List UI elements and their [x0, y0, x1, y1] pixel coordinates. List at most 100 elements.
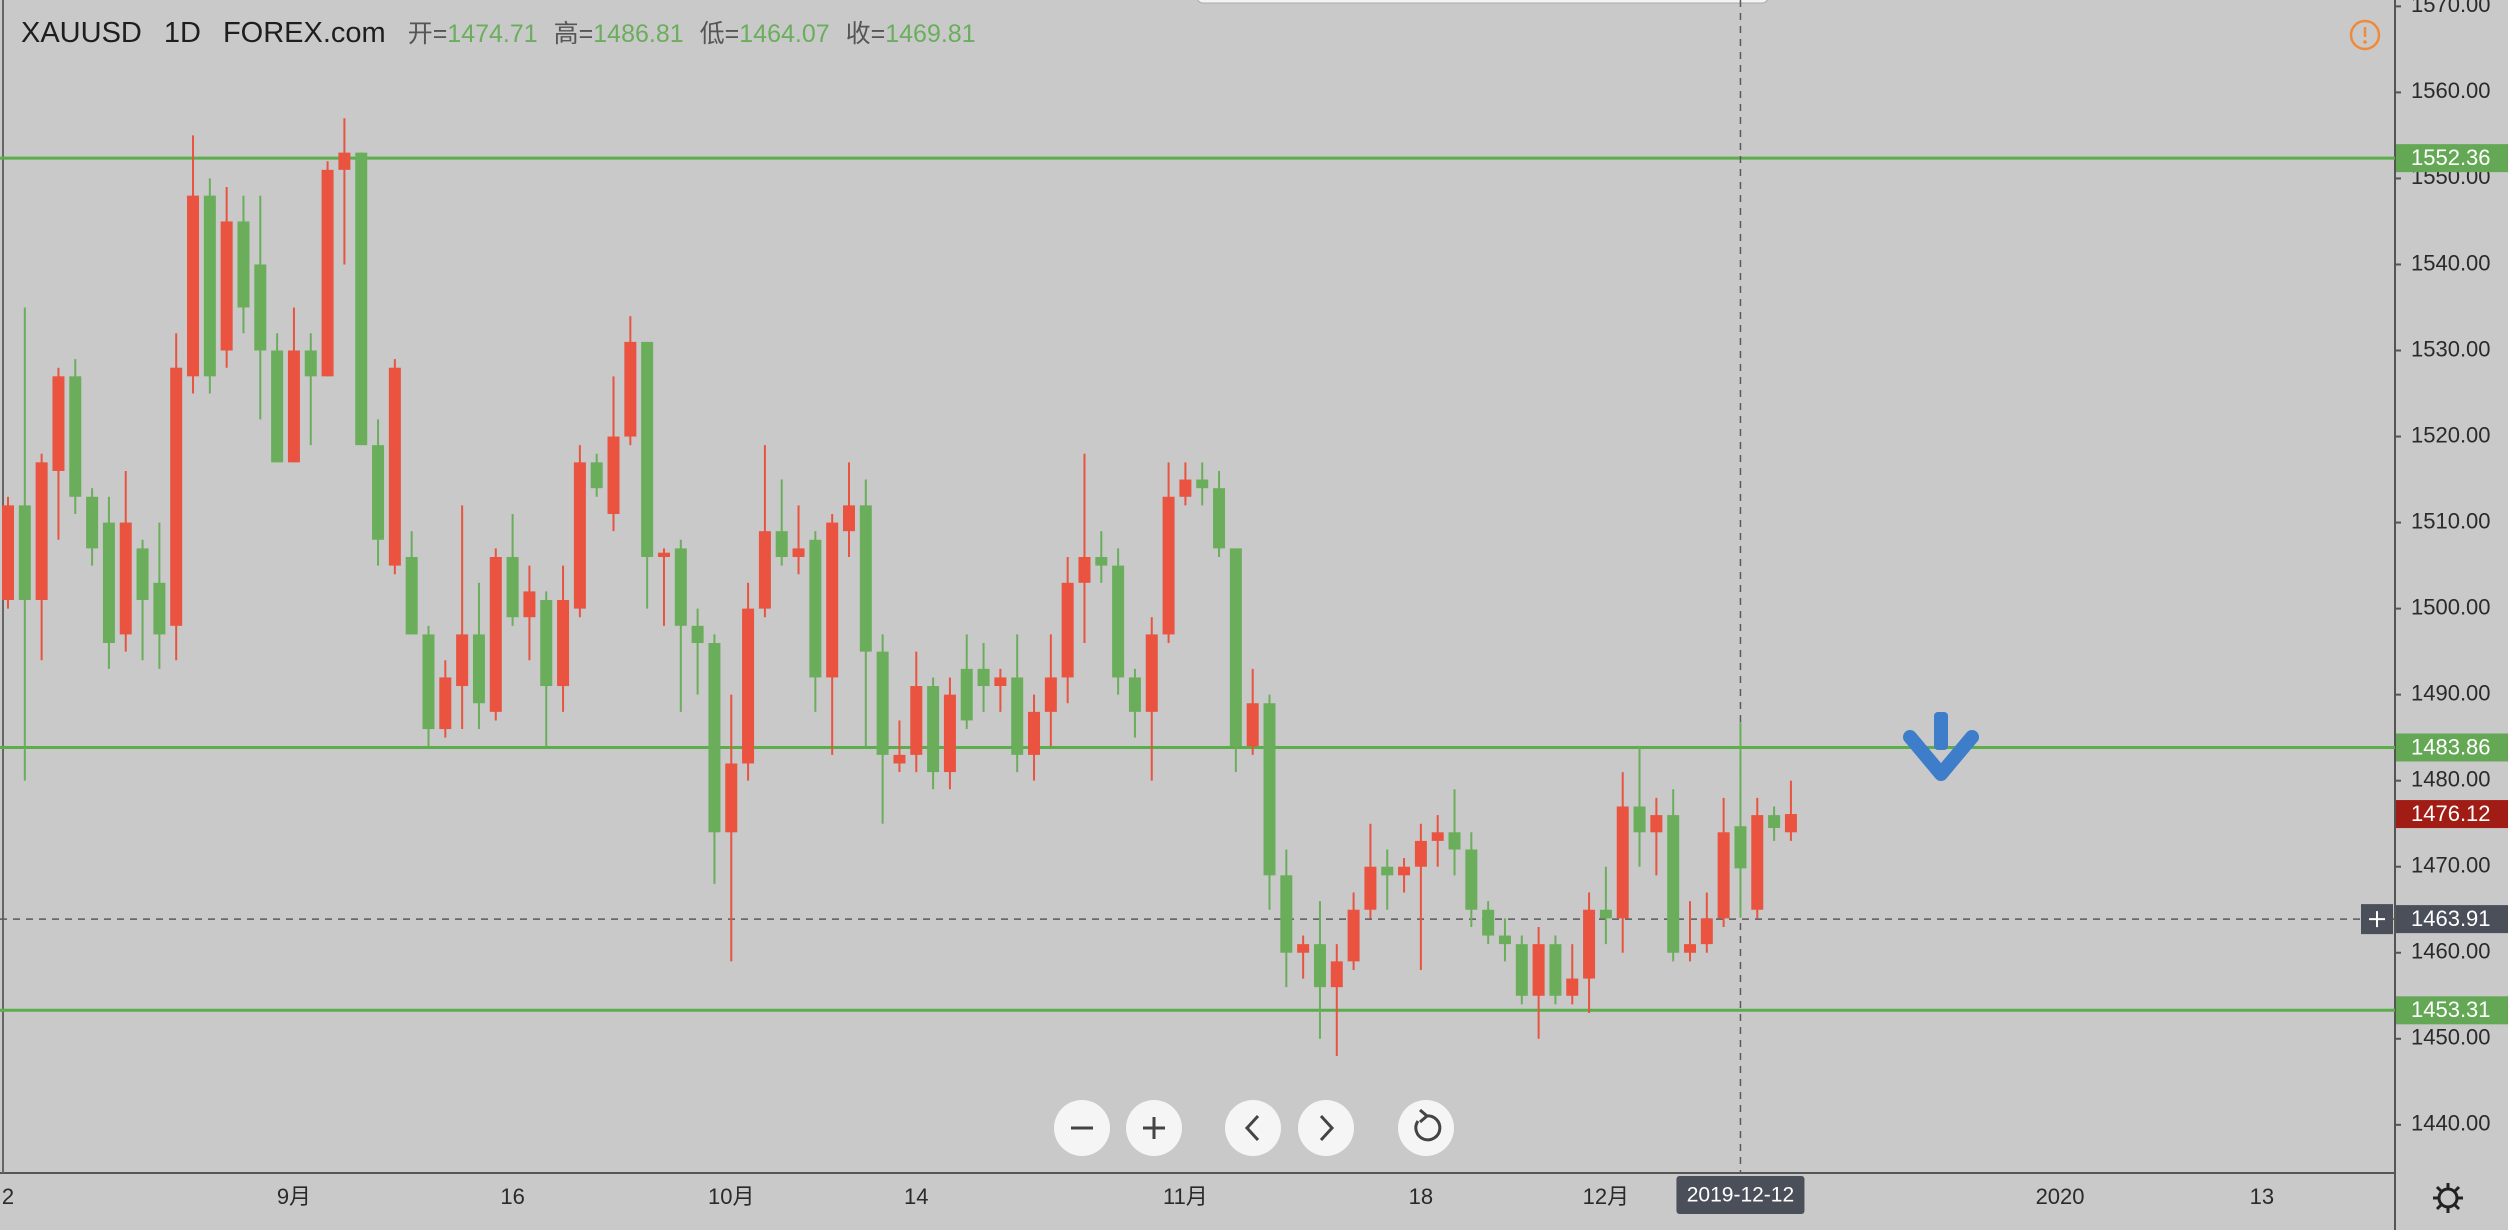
candle-body [960, 668, 973, 721]
arrow-shaft [1934, 712, 1948, 750]
zoom-in-button[interactable] [1126, 1100, 1182, 1156]
button-glyph [1419, 1108, 1430, 1124]
candle-body [254, 264, 267, 351]
candle-body [1213, 488, 1226, 549]
candle-body [1717, 832, 1730, 919]
x-tick-label: 16 [500, 1184, 524, 1209]
candle-body [439, 677, 452, 730]
candle-body [1011, 677, 1024, 755]
crosshair-price-label-box [2396, 905, 2508, 934]
candle-body [86, 496, 99, 549]
alert-circle [2349, 19, 2381, 51]
settings-button[interactable] [2433, 1183, 2463, 1213]
button-bg [1298, 1100, 1354, 1156]
candle-body [1061, 582, 1074, 678]
ohlc-value: 1469.81 [885, 20, 976, 48]
candle-body [977, 668, 990, 687]
level-label-box [2396, 144, 2508, 173]
candle-body [1482, 909, 1495, 936]
y-tick-label: 1540.00 [2411, 250, 2491, 275]
y-tick-label: 1480.00 [2411, 766, 2491, 791]
y-tick-label: 1510.00 [2411, 508, 2491, 533]
candle-body [1599, 909, 1612, 919]
candle-body [1196, 479, 1209, 489]
scroll-right-button[interactable] [1298, 1100, 1354, 1156]
y-tick-label: 1500.00 [2411, 594, 2491, 619]
candle-body [1246, 703, 1259, 747]
x-tick-label: 2 [2, 1184, 14, 1209]
y-tick-label: 1560.00 [2411, 78, 2491, 103]
y-tick-label: 1530.00 [2411, 336, 2491, 361]
candle-body [843, 505, 855, 532]
candle-body [742, 608, 755, 764]
candle-body [1751, 815, 1764, 910]
candle-body [220, 221, 233, 351]
candle-body [893, 754, 906, 764]
candle-body [18, 505, 31, 601]
candle-body [540, 600, 553, 687]
y-tick-label: 1450.00 [2411, 1025, 2491, 1050]
arrow-head [1903, 730, 1979, 781]
candle-body [1768, 815, 1781, 828]
x-tick-label: 14 [904, 1184, 928, 1209]
ohlc-value: 1474.71 [447, 20, 538, 48]
level-label-text: 1453.31 [2411, 997, 2491, 1022]
scroll-left-button[interactable] [1225, 1100, 1281, 1156]
candle-body [641, 341, 654, 557]
candle-body [1784, 814, 1797, 833]
candle-body [1700, 918, 1713, 945]
candle-body [792, 548, 805, 557]
candle-body [758, 531, 771, 609]
candle-body [943, 694, 956, 773]
candle-body [859, 505, 872, 652]
button-bg [1225, 1100, 1281, 1156]
symbol: XAUUSD [21, 17, 142, 49]
legend-header: XAUUSD 1D FOREX.com 开= 1474.71 高= 1486.8… [21, 14, 992, 50]
candle-body [1498, 935, 1511, 945]
candle-body [1398, 866, 1411, 876]
candle-body [674, 548, 687, 626]
candle-body [1280, 875, 1293, 953]
candle-body [271, 350, 284, 463]
zoom-out-button[interactable] [1054, 1100, 1110, 1156]
candle-body [809, 539, 822, 678]
candle-body [405, 556, 418, 635]
candle-body [1263, 703, 1276, 876]
last-price-label-text: 1476.12 [2411, 801, 2491, 826]
x-tick-label: 13 [2250, 1184, 2274, 1209]
candle-body [388, 367, 401, 566]
candle-body [927, 686, 940, 773]
ohlc-label: 高= [553, 20, 594, 48]
candle-body [170, 367, 183, 626]
y-tick-label: 1520.00 [2411, 422, 2491, 447]
candle-body [708, 643, 721, 833]
alert-icon[interactable] [2349, 19, 2381, 51]
level-label-box [2396, 996, 2508, 1025]
button-glyph [1414, 1114, 1442, 1142]
crosshair-date-box [1676, 1176, 1805, 1214]
interval[interactable]: 1D [163, 17, 201, 49]
button-bg [1398, 1100, 1454, 1156]
candle-body [573, 462, 586, 609]
y-tick-label: 1570.00 [2411, 0, 2491, 17]
reset-button[interactable] [1398, 1100, 1454, 1156]
candle-body [1044, 677, 1057, 712]
source: FOREX.com [222, 17, 386, 49]
crosshair-add-glyph [2369, 911, 2385, 928]
candle-body [472, 634, 485, 704]
candle-body [775, 531, 788, 557]
x-tick-label: 11月 [1163, 1184, 1208, 1209]
level-label-box [2396, 733, 2508, 762]
button-glyph [1244, 1114, 1260, 1142]
candle-body [102, 522, 115, 644]
candle-body [1583, 909, 1596, 979]
x-tick-label: 2020 [2036, 1184, 2085, 1209]
candle-body [1364, 866, 1377, 910]
ohlc-value: 1486.81 [593, 20, 684, 48]
candle-body [119, 522, 132, 635]
candle-body [304, 350, 317, 377]
candle-body [1667, 815, 1680, 953]
candle-body [1650, 815, 1663, 833]
